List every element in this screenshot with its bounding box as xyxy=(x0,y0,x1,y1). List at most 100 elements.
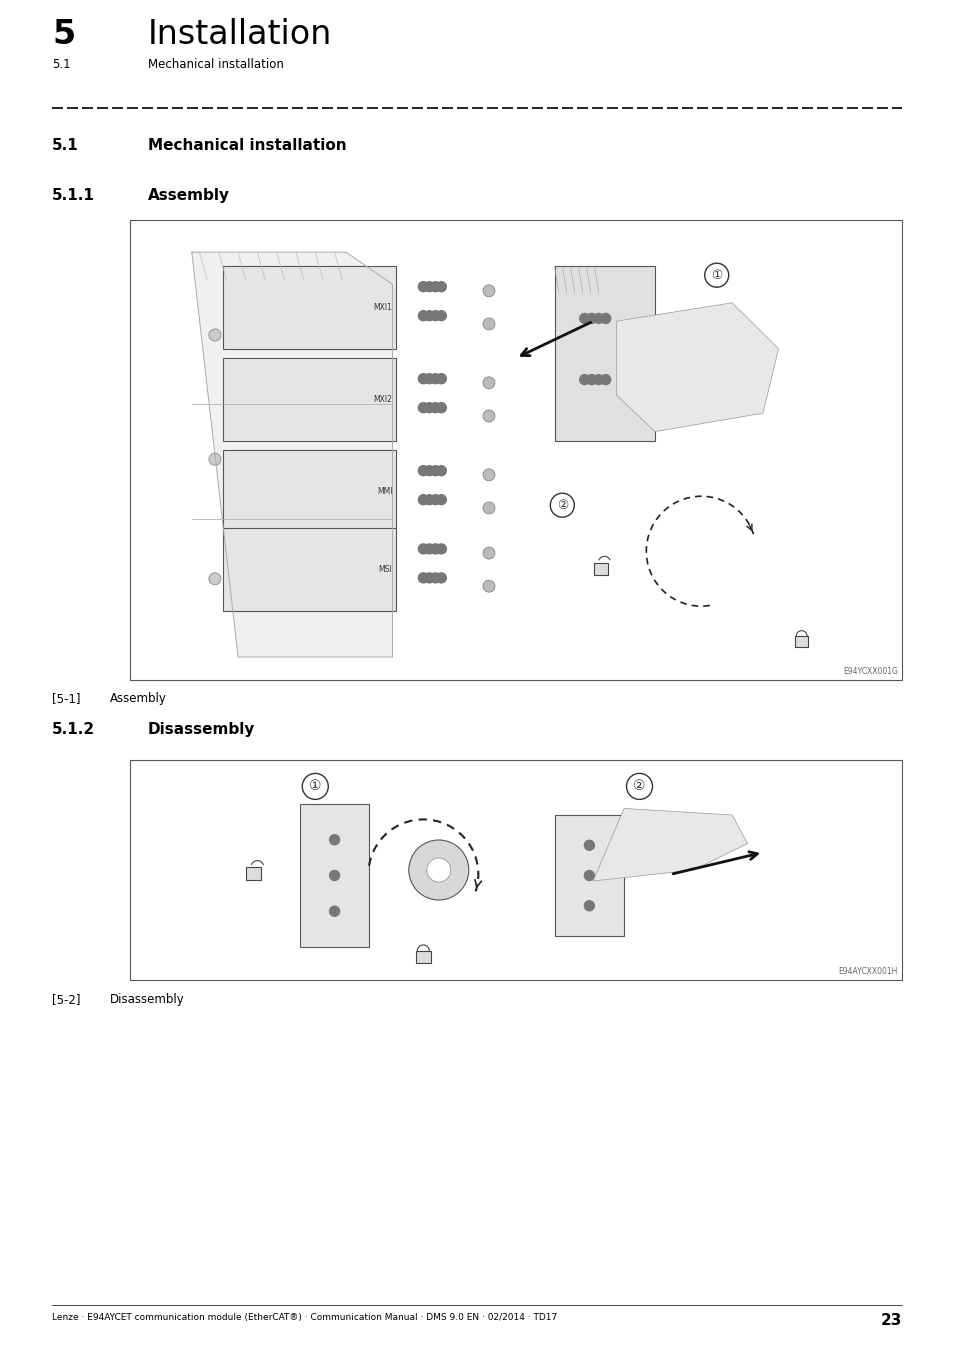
Circle shape xyxy=(430,494,440,505)
Text: Lenze · E94AYCET communication module (EtherCAT®) · Communication Manual · DMS 9: Lenze · E94AYCET communication module (E… xyxy=(52,1314,557,1322)
Circle shape xyxy=(436,374,446,383)
Circle shape xyxy=(550,493,574,517)
Circle shape xyxy=(430,374,440,383)
Circle shape xyxy=(418,402,428,413)
Circle shape xyxy=(430,310,440,321)
Bar xyxy=(246,868,261,880)
Circle shape xyxy=(436,310,446,321)
Bar xyxy=(794,636,807,648)
Circle shape xyxy=(424,374,434,383)
Text: [5-2]: [5-2] xyxy=(52,994,80,1006)
Bar xyxy=(416,952,430,963)
Circle shape xyxy=(424,572,434,583)
Circle shape xyxy=(424,544,434,554)
Text: MXI2: MXI2 xyxy=(373,396,392,404)
Circle shape xyxy=(409,840,468,900)
Circle shape xyxy=(482,377,495,389)
Circle shape xyxy=(482,410,495,423)
Text: 5.1: 5.1 xyxy=(52,58,71,72)
Text: ①: ① xyxy=(309,779,321,794)
Circle shape xyxy=(704,263,728,288)
Circle shape xyxy=(209,572,221,585)
Circle shape xyxy=(418,466,428,475)
Text: E94YCXX001G: E94YCXX001G xyxy=(842,667,897,676)
Text: 5.1.1: 5.1.1 xyxy=(52,188,94,202)
Circle shape xyxy=(302,774,328,799)
Text: ①: ① xyxy=(710,269,721,282)
Circle shape xyxy=(436,494,446,505)
Circle shape xyxy=(482,468,495,481)
Circle shape xyxy=(593,374,603,385)
Circle shape xyxy=(424,282,434,292)
Circle shape xyxy=(436,544,446,554)
Text: 23: 23 xyxy=(880,1314,901,1328)
Circle shape xyxy=(436,282,446,292)
Text: Disassembly: Disassembly xyxy=(148,722,255,737)
Polygon shape xyxy=(593,809,747,882)
Circle shape xyxy=(436,402,446,413)
Text: MSI: MSI xyxy=(378,566,392,574)
Circle shape xyxy=(418,494,428,505)
Circle shape xyxy=(424,310,434,321)
Circle shape xyxy=(482,547,495,559)
Circle shape xyxy=(584,900,594,911)
Text: 5: 5 xyxy=(52,18,75,51)
Text: MMI: MMI xyxy=(376,487,392,495)
Circle shape xyxy=(430,572,440,583)
Bar xyxy=(593,563,607,575)
Circle shape xyxy=(593,313,603,324)
Bar xyxy=(554,266,655,441)
Circle shape xyxy=(579,313,589,324)
Bar xyxy=(222,358,395,441)
Circle shape xyxy=(430,466,440,475)
Bar xyxy=(222,450,395,533)
Circle shape xyxy=(426,859,451,882)
Circle shape xyxy=(600,313,610,324)
Bar xyxy=(222,266,395,348)
Circle shape xyxy=(482,580,495,593)
Circle shape xyxy=(418,374,428,383)
Circle shape xyxy=(586,313,596,324)
Polygon shape xyxy=(192,252,392,657)
Circle shape xyxy=(329,871,339,880)
Text: ②: ② xyxy=(633,779,645,794)
Circle shape xyxy=(418,544,428,554)
Circle shape xyxy=(579,374,589,385)
Circle shape xyxy=(482,319,495,329)
Circle shape xyxy=(418,572,428,583)
Circle shape xyxy=(436,572,446,583)
Circle shape xyxy=(584,840,594,850)
Circle shape xyxy=(436,466,446,475)
Circle shape xyxy=(586,374,596,385)
Circle shape xyxy=(329,834,339,845)
Text: [5-1]: [5-1] xyxy=(52,693,80,705)
Text: E94AYCXX001H: E94AYCXX001H xyxy=(838,967,897,976)
Text: Disassembly: Disassembly xyxy=(110,994,185,1006)
Circle shape xyxy=(430,544,440,554)
Text: 5.1.2: 5.1.2 xyxy=(52,722,95,737)
Circle shape xyxy=(482,285,495,297)
Polygon shape xyxy=(616,302,778,432)
Text: Mechanical installation: Mechanical installation xyxy=(148,138,346,153)
Bar xyxy=(222,528,395,612)
Circle shape xyxy=(418,282,428,292)
Circle shape xyxy=(600,374,610,385)
Text: Assembly: Assembly xyxy=(110,693,167,705)
Circle shape xyxy=(424,402,434,413)
Circle shape xyxy=(329,906,339,917)
Circle shape xyxy=(584,871,594,880)
Text: MXI1: MXI1 xyxy=(373,302,392,312)
Bar xyxy=(299,805,369,946)
Circle shape xyxy=(430,282,440,292)
Text: Assembly: Assembly xyxy=(148,188,230,202)
Text: Installation: Installation xyxy=(148,18,332,51)
Bar xyxy=(130,760,901,980)
Circle shape xyxy=(482,502,495,514)
Bar xyxy=(130,220,901,680)
Circle shape xyxy=(424,494,434,505)
Circle shape xyxy=(626,774,652,799)
Text: Mechanical installation: Mechanical installation xyxy=(148,58,284,72)
Circle shape xyxy=(430,402,440,413)
Text: 5.1: 5.1 xyxy=(52,138,79,153)
Circle shape xyxy=(418,310,428,321)
